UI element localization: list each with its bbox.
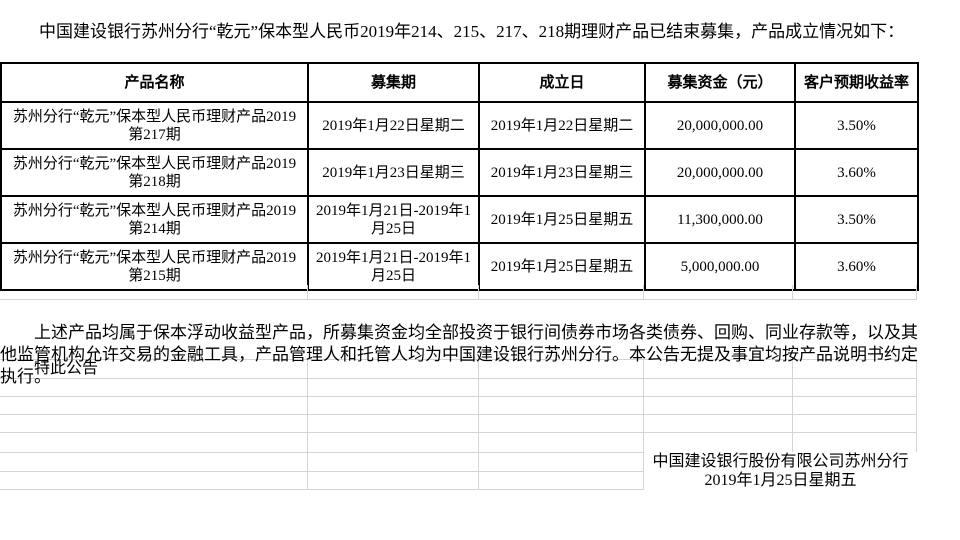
table-row: 苏州分行“乾元”保本型人民币理财产品2019第217期 2019年1月22日星期… [0, 101, 919, 150]
header-establish-date: 成立日 [478, 62, 646, 103]
table-row: 苏州分行“乾元”保本型人民币理财产品2019第218期 2019年1月23日星期… [0, 148, 919, 197]
announcement-intro: 中国建设银行苏州分行“乾元”保本型人民币2019年214、215、217、218… [5, 22, 905, 41]
products-table: 产品名称 募集期 成立日 募集资金（元） 客户预期收益率 苏州分行“乾元”保本型… [0, 62, 919, 291]
header-raise-period: 募集期 [307, 62, 480, 103]
amount-cell: 20,000,000.00 [644, 101, 796, 150]
gridline-horizontal [0, 452, 917, 453]
gridline-vertical [307, 285, 308, 299]
note-paragraph: 上述产品均属于保本浮动收益型产品，所募集资金均全部投资于银行间债券市场各类债券、… [0, 323, 918, 386]
rate-cell: 3.60% [794, 242, 919, 291]
signature-block: 中国建设银行股份有限公司苏州分行 2019年1月25日星期五 [644, 452, 917, 490]
establish-date-cell: 2019年1月23日星期三 [478, 148, 646, 197]
gridline-vertical [478, 359, 479, 489]
gridline-vertical [916, 359, 917, 489]
rate-cell: 3.50% [794, 101, 919, 150]
gridline-horizontal [0, 359, 917, 360]
gridline-horizontal [0, 414, 917, 415]
gridline-vertical [643, 359, 644, 489]
gridline-vertical [307, 359, 308, 489]
closing-statement: 特此公告 [34, 360, 99, 377]
gridline-horizontal [0, 489, 917, 490]
gridline-horizontal [0, 378, 917, 379]
gridline-vertical [643, 285, 644, 299]
rate-cell: 3.50% [794, 195, 919, 244]
raise-period-cell: 2019年1月22日星期二 [307, 101, 480, 150]
header-raised-amount: 募集资金（元） [644, 62, 796, 103]
raise-period-cell: 2019年1月21日-2019年1月25日 [307, 195, 480, 244]
gridline-vertical [792, 359, 793, 452]
gridline-vertical [792, 285, 793, 299]
product-name-cell: 苏州分行“乾元”保本型人民币理财产品2019第214期 [0, 195, 309, 244]
product-name-cell: 苏州分行“乾元”保本型人民币理财产品2019第218期 [0, 148, 309, 197]
signature-company: 中国建设银行股份有限公司苏州分行 [652, 453, 909, 470]
signature-date: 2019年1月25日星期五 [704, 472, 857, 489]
table-row: 苏州分行“乾元”保本型人民币理财产品2019第214期 2019年1月21日-2… [0, 195, 919, 244]
header-product-name: 产品名称 [0, 62, 309, 103]
header-expected-rate: 客户预期收益率 [794, 62, 919, 103]
gridline-horizontal [0, 396, 917, 397]
product-name-cell: 苏州分行“乾元”保本型人民币理财产品2019第217期 [0, 101, 309, 150]
establish-date-cell: 2019年1月22日星期二 [478, 101, 646, 150]
establish-date-cell: 2019年1月25日星期五 [478, 242, 646, 291]
amount-cell: 20,000,000.00 [644, 148, 796, 197]
gridline-vertical [916, 285, 917, 299]
gridline-horizontal [0, 299, 917, 300]
amount-cell: 5,000,000.00 [644, 242, 796, 291]
establish-date-cell: 2019年1月25日星期五 [478, 195, 646, 244]
spreadsheet-grid-region: 上述产品均属于保本浮动收益型产品，所募集资金均全部投资于银行间债券市场各类债券、… [0, 285, 918, 490]
rate-cell: 3.60% [794, 148, 919, 197]
table-row: 苏州分行“乾元”保本型人民币理财产品2019第215期 2019年1月21日-2… [0, 242, 919, 291]
product-name-cell: 苏州分行“乾元”保本型人民币理财产品2019第215期 [0, 242, 309, 291]
gridline-horizontal [0, 471, 917, 472]
table-header-row: 产品名称 募集期 成立日 募集资金（元） 客户预期收益率 [0, 62, 919, 103]
gridline-vertical [478, 285, 479, 299]
raise-period-cell: 2019年1月23日星期三 [307, 148, 480, 197]
amount-cell: 11,300,000.00 [644, 195, 796, 244]
gridline-horizontal [0, 432, 917, 433]
raise-period-cell: 2019年1月21日-2019年1月25日 [307, 242, 480, 291]
